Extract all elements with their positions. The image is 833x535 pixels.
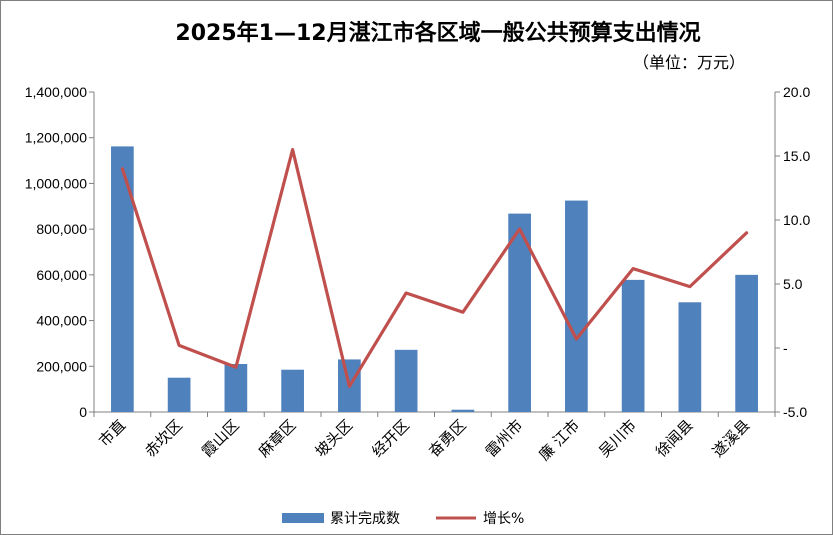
left-tick-label: 1,200,000 — [25, 130, 87, 146]
right-tick-label: 10.0 — [783, 212, 810, 228]
category-label: 遂溪县 — [709, 416, 754, 461]
category-label: 经开区 — [368, 416, 413, 461]
legend-label-line: 增长% — [483, 511, 524, 527]
legend: 累计完成数 增长% — [282, 511, 524, 527]
bar — [111, 146, 134, 412]
category-label: 廉 江市 — [535, 416, 583, 464]
bar — [224, 364, 248, 412]
bar — [167, 377, 191, 412]
chart-subtitle: （单位：万元） — [633, 53, 745, 72]
bar-series — [111, 146, 758, 412]
right-tick-label: 15.0 — [783, 148, 810, 164]
left-tick-label: 1,400,000 — [25, 84, 87, 100]
category-label: 霞山区 — [198, 416, 243, 461]
bar — [678, 302, 702, 412]
bar — [735, 274, 758, 412]
legend-swatch-bar — [282, 513, 324, 523]
left-tick-label: 600,000 — [36, 267, 87, 283]
right-tick-label: 5.0 — [783, 276, 803, 292]
left-tick-label: 200,000 — [36, 358, 87, 374]
category-label: 吴川市 — [595, 416, 640, 461]
right-tick-label: - — [783, 340, 788, 356]
bar — [508, 213, 531, 412]
left-tick-label: 1,000,000 — [25, 175, 87, 191]
line-series — [120, 148, 749, 388]
growth-line — [120, 148, 749, 388]
right-tick-label: -5.0 — [783, 404, 807, 420]
left-tick-label: 0 — [79, 404, 87, 420]
category-label: 市直 — [95, 416, 129, 450]
category-label: 麻章区 — [255, 416, 300, 461]
category-label: 雷州市 — [482, 416, 527, 461]
bar — [565, 200, 588, 412]
bar — [394, 349, 418, 412]
x-axis: 市直 赤坎区 霞山区 麻章区 坡头区 经开区 奋勇区 雷州市廉 江市 吴川市 徐闻县 遂溪县 — [93, 411, 776, 464]
bar — [281, 369, 304, 412]
legend-label-bar: 累计完成数 — [330, 511, 400, 527]
bar — [451, 409, 475, 412]
category-label: 赤坎区 — [141, 416, 186, 461]
category-label: 徐闻县 — [652, 416, 697, 461]
left-tick-label: 800,000 — [36, 221, 87, 237]
right-tick-label: 20.0 — [783, 84, 810, 100]
category-label: 奋勇区 — [425, 416, 470, 461]
chart-title: 2025年1—12月湛江市各区域一般公共预算支出情况 — [175, 20, 700, 46]
left-tick-label: 400,000 — [36, 313, 87, 329]
category-label: 坡头区 — [312, 416, 357, 461]
right-axis: -5.0-5.010.015.020.0 — [774, 84, 810, 420]
bar — [621, 279, 645, 412]
left-axis: 0 200,000 400,000 600,000 800,000 1,000,000 1,… — [25, 84, 95, 420]
